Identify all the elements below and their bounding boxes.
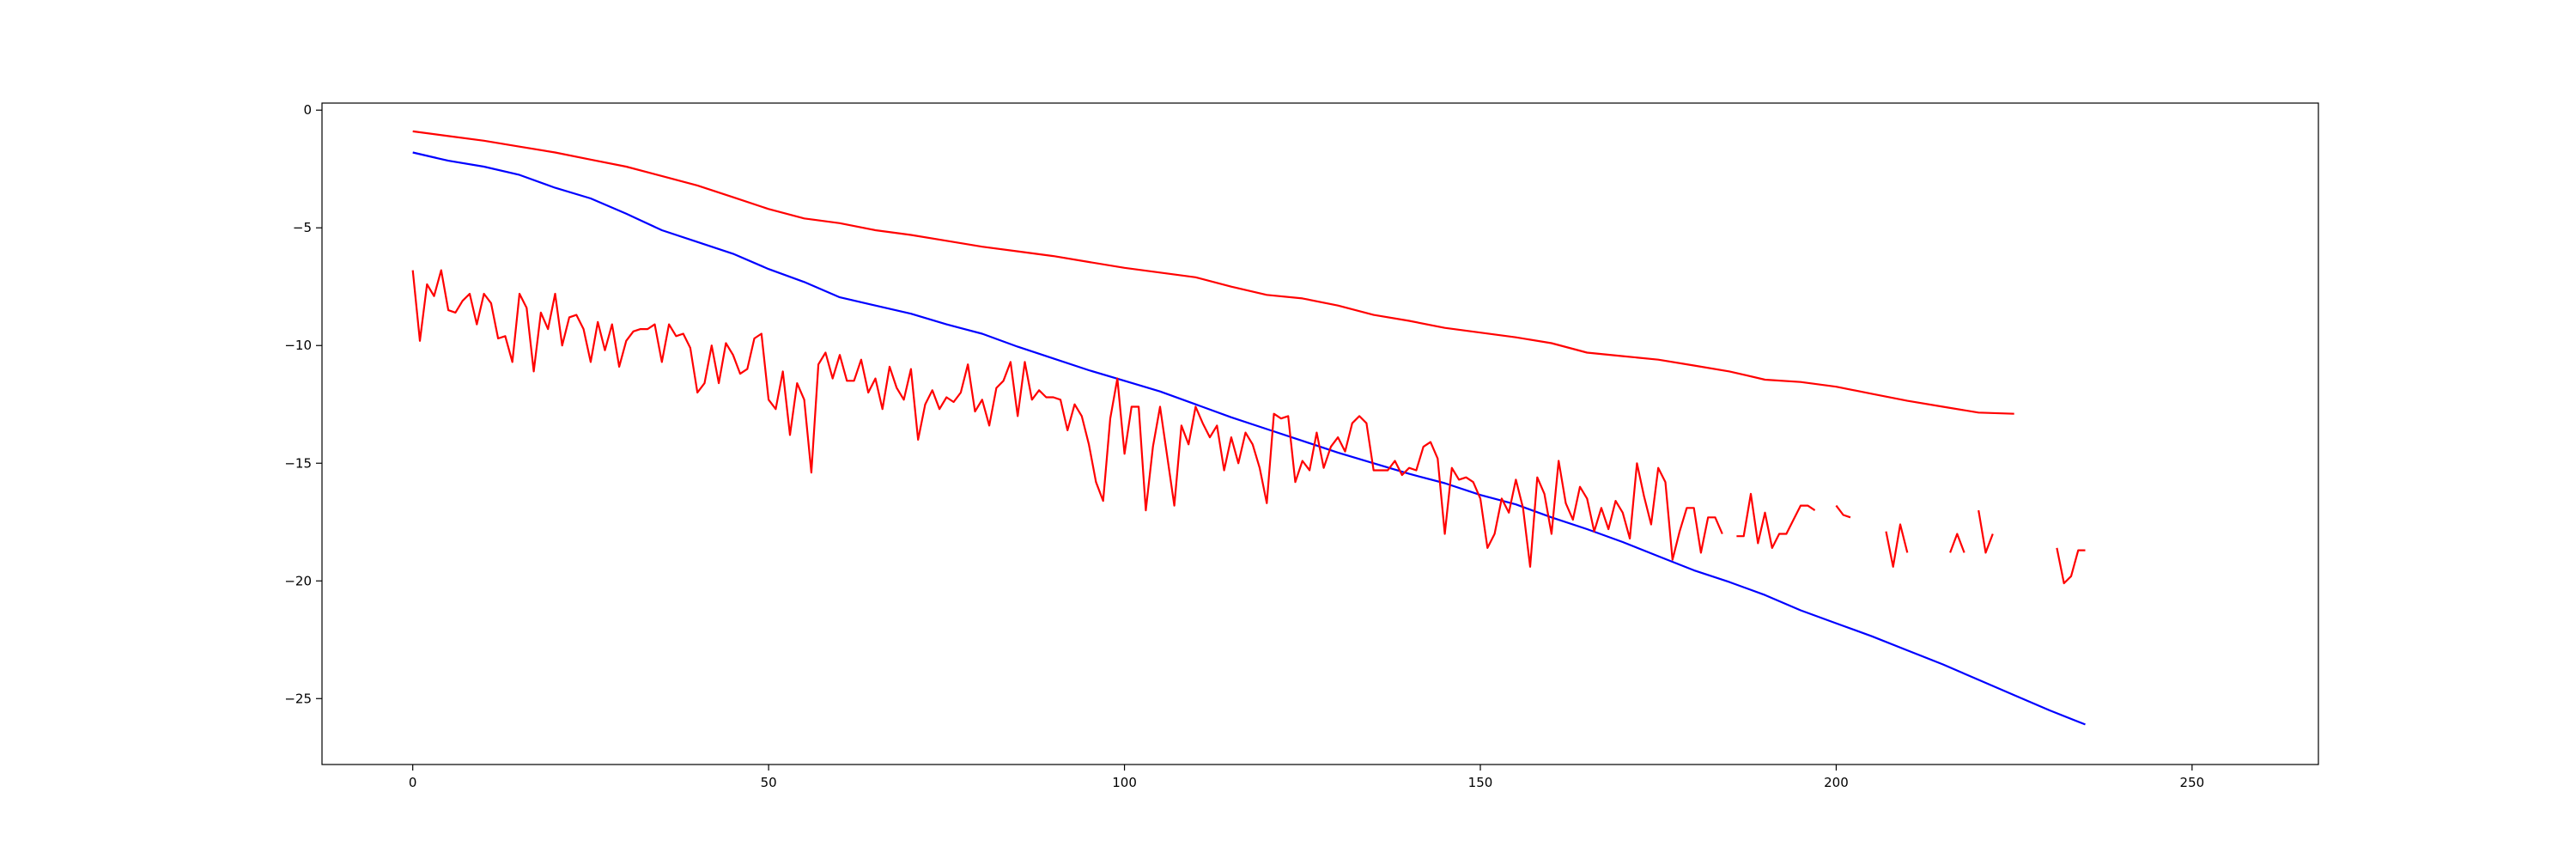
plot-frame (321, 102, 2319, 765)
x-tick-label: 250 (2180, 775, 2205, 790)
series-line-1 (412, 130, 2014, 415)
x-tick-label: 100 (1112, 775, 1137, 790)
y-tick-label: −10 (284, 338, 312, 353)
x-tick-label: 50 (761, 775, 777, 790)
x-tick-label: 0 (409, 775, 417, 790)
series-line-3 (411, 269, 2086, 585)
y-tick-label: 0 (303, 102, 312, 118)
y-tick-label: −15 (284, 455, 312, 471)
x-tick-label: 150 (1468, 775, 1493, 790)
y-axis: 0 −5 −10 −15 −20 −25 (284, 102, 322, 706)
y-tick-label: −5 (293, 220, 312, 235)
y-tick-label: −25 (284, 691, 312, 706)
x-tick-label: 200 (1824, 775, 1849, 790)
y-tick-label: −20 (284, 573, 312, 588)
series-layer (411, 130, 2086, 726)
x-axis: 0 50 100 150 200 250 (409, 765, 2204, 790)
series-line-2 (412, 151, 2086, 726)
